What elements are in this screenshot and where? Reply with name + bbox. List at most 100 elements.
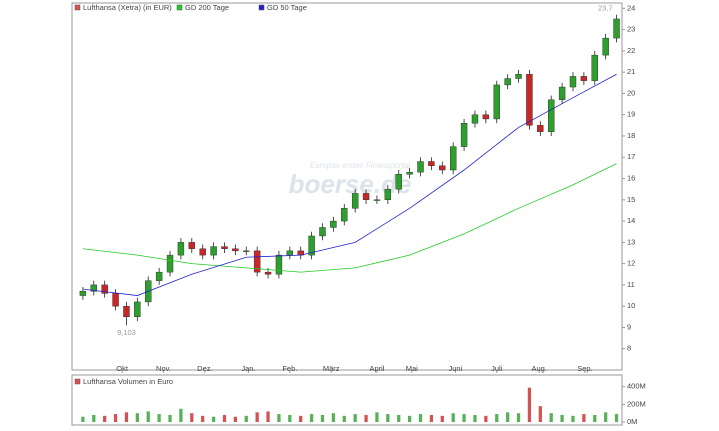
annotation: 23,7 bbox=[598, 4, 613, 13]
volume-bar bbox=[571, 415, 575, 422]
y-tick-label: 22 bbox=[627, 46, 635, 55]
volume-bar bbox=[386, 414, 390, 422]
candle-body bbox=[537, 125, 544, 132]
x-tick-label: Sep. bbox=[577, 364, 592, 373]
x-tick-label: Juni bbox=[448, 364, 462, 373]
candle-body bbox=[177, 242, 185, 256]
y-tick-label: 14 bbox=[627, 216, 635, 225]
candle-body bbox=[155, 271, 163, 281]
volume-bar bbox=[211, 416, 216, 422]
x-tick-label: Juli bbox=[491, 364, 503, 373]
volume-bar bbox=[113, 414, 118, 422]
volume-bar bbox=[157, 414, 161, 422]
volume-bar bbox=[266, 411, 270, 422]
legend-swatch bbox=[258, 4, 265, 11]
x-tick-label: Jan. bbox=[241, 364, 255, 373]
candle-body bbox=[558, 86, 566, 101]
volume-bar bbox=[353, 414, 357, 422]
y-tick-label: 21 bbox=[627, 67, 635, 76]
annotation: 9,103 bbox=[117, 328, 136, 337]
y-tick-label: 9 bbox=[627, 322, 631, 331]
candle-body bbox=[134, 301, 141, 318]
y-tick-label: 11 bbox=[627, 280, 635, 289]
volume-bar bbox=[375, 412, 379, 422]
y-tick-label: 200M bbox=[627, 399, 646, 408]
volume-bar bbox=[473, 414, 477, 422]
volume-bar bbox=[462, 414, 466, 422]
candle-body bbox=[471, 114, 479, 124]
candle-body bbox=[482, 114, 490, 120]
candle-body bbox=[101, 284, 108, 294]
volume-bar bbox=[179, 408, 183, 422]
candle-body bbox=[613, 18, 620, 39]
y-tick-label: 23 bbox=[627, 25, 635, 34]
candle-body bbox=[199, 248, 206, 256]
volume-bar bbox=[320, 414, 325, 422]
volume-bar bbox=[527, 387, 532, 422]
candle-body bbox=[330, 220, 337, 228]
candle-body bbox=[112, 293, 119, 307]
marks: 8 9 10 11 12 13 14 15 16 17 18 19 20 21 22 23 24 Okt Nov. D… bbox=[74, 3, 646, 426]
volume-bar bbox=[201, 415, 205, 422]
y-tick-label: 15 bbox=[627, 195, 635, 204]
candle-body bbox=[384, 188, 392, 200]
candle-body bbox=[373, 199, 381, 201]
candle-body bbox=[417, 161, 424, 173]
candle-body bbox=[232, 248, 239, 252]
volume-bar bbox=[560, 414, 564, 422]
candle-body bbox=[526, 74, 533, 126]
candle-body bbox=[264, 271, 272, 275]
volume-bar bbox=[342, 415, 346, 422]
y-tick-label: 18 bbox=[627, 131, 635, 140]
volume-bar bbox=[429, 414, 434, 422]
price-frame bbox=[71, 2, 623, 371]
volume-bar bbox=[593, 414, 597, 422]
volume-bar bbox=[397, 414, 401, 422]
y-tick-label: 10 bbox=[627, 301, 635, 310]
volume-bar bbox=[309, 414, 314, 422]
volume-title: Lufthansa Volumen in Euro bbox=[83, 377, 173, 386]
candle-body bbox=[243, 250, 250, 252]
volume-bar bbox=[495, 414, 499, 422]
x-tick-label: März bbox=[323, 364, 340, 373]
candle-body bbox=[308, 235, 315, 256]
candle-body bbox=[515, 74, 522, 79]
candle-body bbox=[166, 254, 174, 273]
x-tick-label: Nov. bbox=[156, 364, 171, 373]
volume-bar bbox=[549, 413, 553, 422]
y-tick-label: 0M bbox=[627, 417, 637, 426]
volume-bar bbox=[614, 414, 619, 422]
volume-bar bbox=[222, 414, 227, 422]
candle-body bbox=[395, 174, 402, 190]
volume-bar bbox=[506, 412, 510, 422]
volume-bar bbox=[190, 413, 194, 422]
y-tick-label: 19 bbox=[627, 110, 635, 119]
volume-bar bbox=[331, 413, 336, 422]
candle-body bbox=[188, 242, 195, 249]
candle-body bbox=[493, 84, 500, 120]
watermark: Europas erstes Finanzportal bbox=[310, 161, 410, 170]
volume-bar bbox=[288, 414, 292, 422]
volume-bar bbox=[135, 413, 139, 422]
x-tick-label: Dez. bbox=[197, 364, 212, 373]
candle-body bbox=[580, 76, 588, 81]
y-tick-label: 20 bbox=[627, 88, 635, 97]
candle-body bbox=[428, 161, 435, 166]
volume-bar bbox=[92, 414, 96, 422]
candle-body bbox=[406, 171, 413, 175]
candle-body bbox=[351, 193, 359, 209]
legend-label: GD 200 Tage bbox=[185, 3, 229, 12]
y-tick-label: 17 bbox=[627, 152, 635, 161]
volume-bar bbox=[244, 415, 248, 422]
volume-bar bbox=[418, 414, 423, 422]
candle-body bbox=[341, 208, 348, 222]
moving-average bbox=[82, 73, 617, 296]
legend-label: GD 50 Tage bbox=[267, 3, 307, 12]
volume-bar bbox=[146, 411, 150, 422]
candle-body bbox=[286, 250, 294, 256]
candle-body bbox=[439, 165, 446, 171]
volume-bar bbox=[233, 416, 237, 422]
candle-body bbox=[275, 254, 283, 275]
volume-bar bbox=[364, 414, 368, 422]
